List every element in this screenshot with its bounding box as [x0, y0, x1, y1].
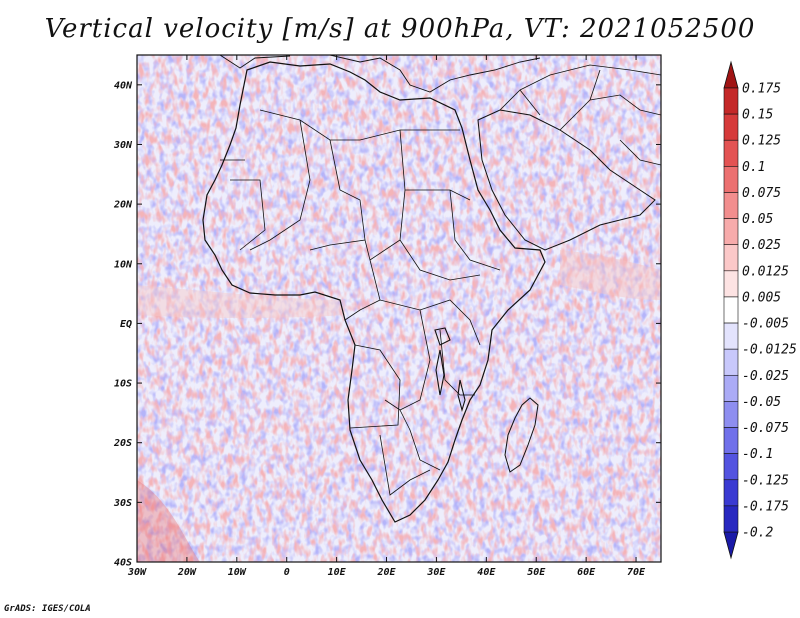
map-title: Vertical velocity [m/s] at 900hPa, VT: 2… — [44, 14, 756, 44]
colorbar-label: 0.125 — [742, 134, 781, 149]
colorbar-swatch — [723, 166, 739, 193]
colorbar-swatch — [723, 192, 739, 219]
colorbar-label: -0.005 — [742, 317, 789, 332]
europe-coastline — [219, 55, 541, 93]
arabian-sea-band — [560, 250, 661, 300]
colorbar-swatch — [723, 296, 739, 324]
lon-tick-label: 10W — [228, 567, 247, 578]
lat-tick-label: EQ — [120, 319, 132, 330]
colorbar-label: 0.075 — [742, 186, 781, 201]
colorbar-swatch — [723, 270, 739, 298]
lakes — [434, 327, 466, 413]
lat-tick-label: 20N — [113, 200, 133, 211]
colorbar-label: -0.175 — [742, 499, 789, 514]
colorbar-label: -0.0125 — [742, 343, 797, 358]
colorbar-label: -0.2 — [742, 526, 773, 541]
lon-tick-label: 0 — [284, 567, 290, 578]
colorbar-top-arrow — [723, 60, 739, 89]
colorbar-swatch — [723, 505, 739, 533]
arabia-coastline — [477, 109, 656, 251]
colorbar-swatch — [723, 139, 739, 167]
colorbar-swatch — [723, 244, 739, 272]
velocity-field — [137, 55, 661, 562]
colorbar-swatch — [723, 479, 739, 507]
colorbar-swatch — [723, 322, 739, 350]
colorbar-label: -0.025 — [742, 369, 789, 384]
lat-tick-label: 20S — [113, 438, 132, 449]
lon-tick-label: 30E — [426, 567, 446, 578]
africa-coastline — [202, 61, 546, 523]
lon-tick-label: 60E — [577, 567, 596, 578]
lon-tick-label: 70E — [627, 567, 646, 578]
colorbar-swatch — [723, 374, 739, 402]
lon-tick-label: 50E — [527, 567, 546, 578]
lon-tick-label: 10E — [328, 567, 347, 578]
colorbar-label: 0.0125 — [742, 264, 789, 279]
colorbar-swatch — [723, 113, 739, 141]
grads-credit: GrADS: IGES/COLA — [4, 604, 91, 614]
latitude-axis: 40N 30N 20N 10N EQ 10S 20S 30S 40S — [113, 80, 661, 569]
lat-tick-label: 10S — [114, 379, 132, 390]
lon-tick-label: 40E — [477, 567, 496, 578]
lat-tick-label: 40N — [114, 80, 133, 91]
colorbar-swatch — [723, 427, 739, 454]
colorbar-swatch — [723, 453, 739, 481]
lon-tick-label: 20E — [376, 567, 396, 578]
colorbar-bottom-arrow — [723, 531, 739, 560]
colorbar-label: 0.05 — [742, 212, 773, 227]
lat-tick-label: 40S — [114, 558, 132, 569]
colorbar-swatch — [723, 87, 739, 115]
colorbar-label: -0.125 — [742, 473, 789, 488]
southwest-red-patch — [137, 480, 200, 562]
lat-tick-label: 10N — [114, 259, 133, 270]
lat-tick-label: 30N — [113, 140, 133, 151]
colorbar-label: -0.1 — [742, 447, 773, 462]
colorbar-swatch — [723, 401, 739, 428]
longitude-axis: 30W 20W 10W 0 10E 20E 30E 40E 50E 60E 70E — [127, 55, 646, 578]
colorbar-swatch — [723, 218, 739, 246]
middle-east-borders — [499, 64, 661, 166]
colorbar-label: -0.05 — [742, 395, 781, 410]
colorbar-label: 0.15 — [742, 108, 773, 123]
colorbar-label: -0.075 — [742, 421, 789, 436]
lat-tick-label: 30S — [113, 498, 132, 509]
internal-borders — [220, 109, 501, 496]
colorbar: 0.175 0.15 0.125 0.1 0.075 0.05 0.025 0.0125 0.0… — [723, 60, 797, 560]
country-borders — [202, 55, 661, 523]
colorbar-label: 0.005 — [742, 290, 781, 305]
plot-frame — [136, 54, 662, 563]
colorbar-swatch — [723, 348, 739, 376]
lon-tick-label: 30W — [127, 567, 147, 578]
colorbar-label: 0.175 — [742, 82, 781, 97]
colorbar-label: 0.025 — [742, 238, 781, 253]
madagascar-coastline — [504, 397, 539, 473]
lon-tick-label: 20W — [177, 567, 197, 578]
equatorial-band — [137, 285, 345, 319]
colorbar-label: 0.1 — [742, 160, 765, 175]
